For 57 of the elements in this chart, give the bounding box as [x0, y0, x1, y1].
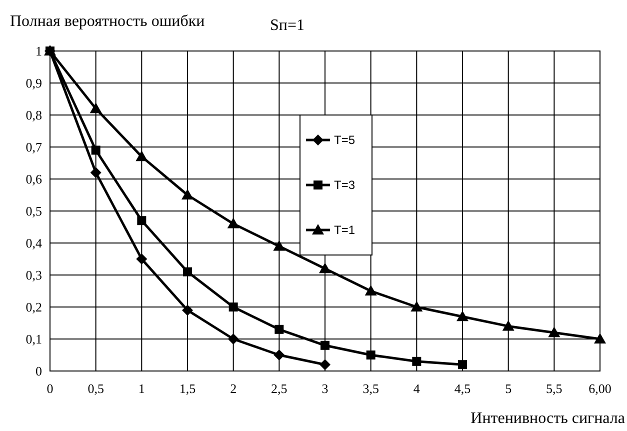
point	[228, 302, 238, 312]
y-tick-label: 0,7	[26, 140, 42, 155]
x-tick-label: 0	[46, 381, 54, 396]
x-tick-label: 3,5	[362, 381, 379, 396]
point	[182, 304, 193, 316]
y-tick-label: 0,5	[26, 204, 42, 219]
point	[91, 146, 100, 155]
y-tick-label: 0,1	[26, 332, 42, 347]
point	[320, 340, 330, 350]
y-tick-label: 1	[36, 44, 42, 59]
x-axis-title: Интенивность сигнала	[470, 410, 625, 427]
point	[410, 301, 423, 312]
point	[183, 267, 192, 276]
x-tick-label: 0,5	[88, 381, 104, 396]
point	[136, 150, 148, 162]
point	[90, 167, 102, 178]
point	[137, 216, 146, 226]
y-tick-label: 0,6	[26, 172, 42, 187]
legend-label: T=5	[334, 133, 356, 148]
x-tick-label: 4,5	[454, 381, 471, 396]
point	[274, 350, 285, 360]
x-tick-label: 6,00	[588, 381, 612, 396]
x-tick-label: 2	[230, 381, 237, 396]
x-tick-label: 4	[413, 381, 420, 396]
y-tick-label: 0,3	[26, 268, 42, 283]
point	[594, 333, 606, 344]
point	[273, 240, 286, 251]
point	[366, 350, 376, 360]
x-tick-label: 5	[505, 381, 512, 396]
legend-label: T=1	[334, 223, 356, 238]
legend-label: T=3	[334, 178, 356, 192]
point	[319, 262, 331, 274]
y-tick-label: 0	[36, 364, 42, 379]
x-tick-label: 3	[322, 381, 328, 396]
x-tick-label: 5,5	[546, 381, 562, 396]
point	[228, 334, 239, 344]
point	[274, 324, 284, 334]
point	[90, 102, 102, 114]
y-tick-label: 0,9	[26, 76, 42, 91]
y-axis-title: Полная вероятность ошибки	[10, 13, 206, 30]
y-tick-label: 0,2	[26, 300, 42, 315]
x-tick-label: 1	[138, 381, 145, 396]
point	[364, 285, 377, 296]
point	[456, 310, 468, 322]
point	[502, 320, 514, 331]
point	[320, 359, 330, 370]
x-tick-label: 1,5	[179, 381, 196, 396]
point	[227, 218, 240, 228]
point	[412, 356, 422, 366]
point	[548, 326, 560, 338]
y-tick-label: 0,8	[26, 108, 42, 123]
point	[182, 189, 194, 200]
point	[458, 360, 467, 370]
x-tick-label: 2,5	[271, 381, 288, 396]
point	[136, 254, 148, 264]
text: Sп=1	[270, 17, 304, 34]
y-tick-label: 0,4	[26, 236, 42, 251]
